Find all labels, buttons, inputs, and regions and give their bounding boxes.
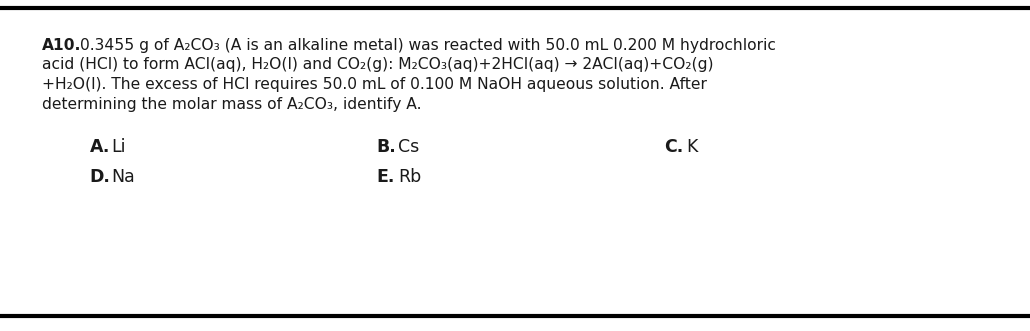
Text: 0.3455 g of A₂CO₃ (A is an alkaline metal) was reacted with 50.0 mL 0.200 M hydr: 0.3455 g of A₂CO₃ (A is an alkaline meta… (80, 38, 776, 53)
Text: Rb: Rb (398, 168, 421, 186)
Text: K: K (686, 138, 697, 156)
Text: B.: B. (376, 138, 396, 156)
Text: Li: Li (111, 138, 126, 156)
Text: A10.: A10. (42, 38, 81, 53)
Text: D.: D. (90, 168, 110, 186)
Text: +H₂O(l). The excess of HCl requires 50.0 mL of 0.100 M NaOH aqueous solution. Af: +H₂O(l). The excess of HCl requires 50.0… (42, 77, 707, 92)
Text: Cs: Cs (398, 138, 419, 156)
Text: Na: Na (111, 168, 135, 186)
Text: acid (HCl) to form ACl(aq), H₂O(l) and CO₂(g): M₂CO₃(aq)+2HCl(aq) → 2ACl(aq)+CO₂: acid (HCl) to form ACl(aq), H₂O(l) and C… (42, 58, 714, 72)
Text: determining the molar mass of A₂CO₃, identify A.: determining the molar mass of A₂CO₃, ide… (42, 97, 421, 112)
Text: E.: E. (376, 168, 394, 186)
Text: A.: A. (90, 138, 110, 156)
Text: C.: C. (664, 138, 684, 156)
